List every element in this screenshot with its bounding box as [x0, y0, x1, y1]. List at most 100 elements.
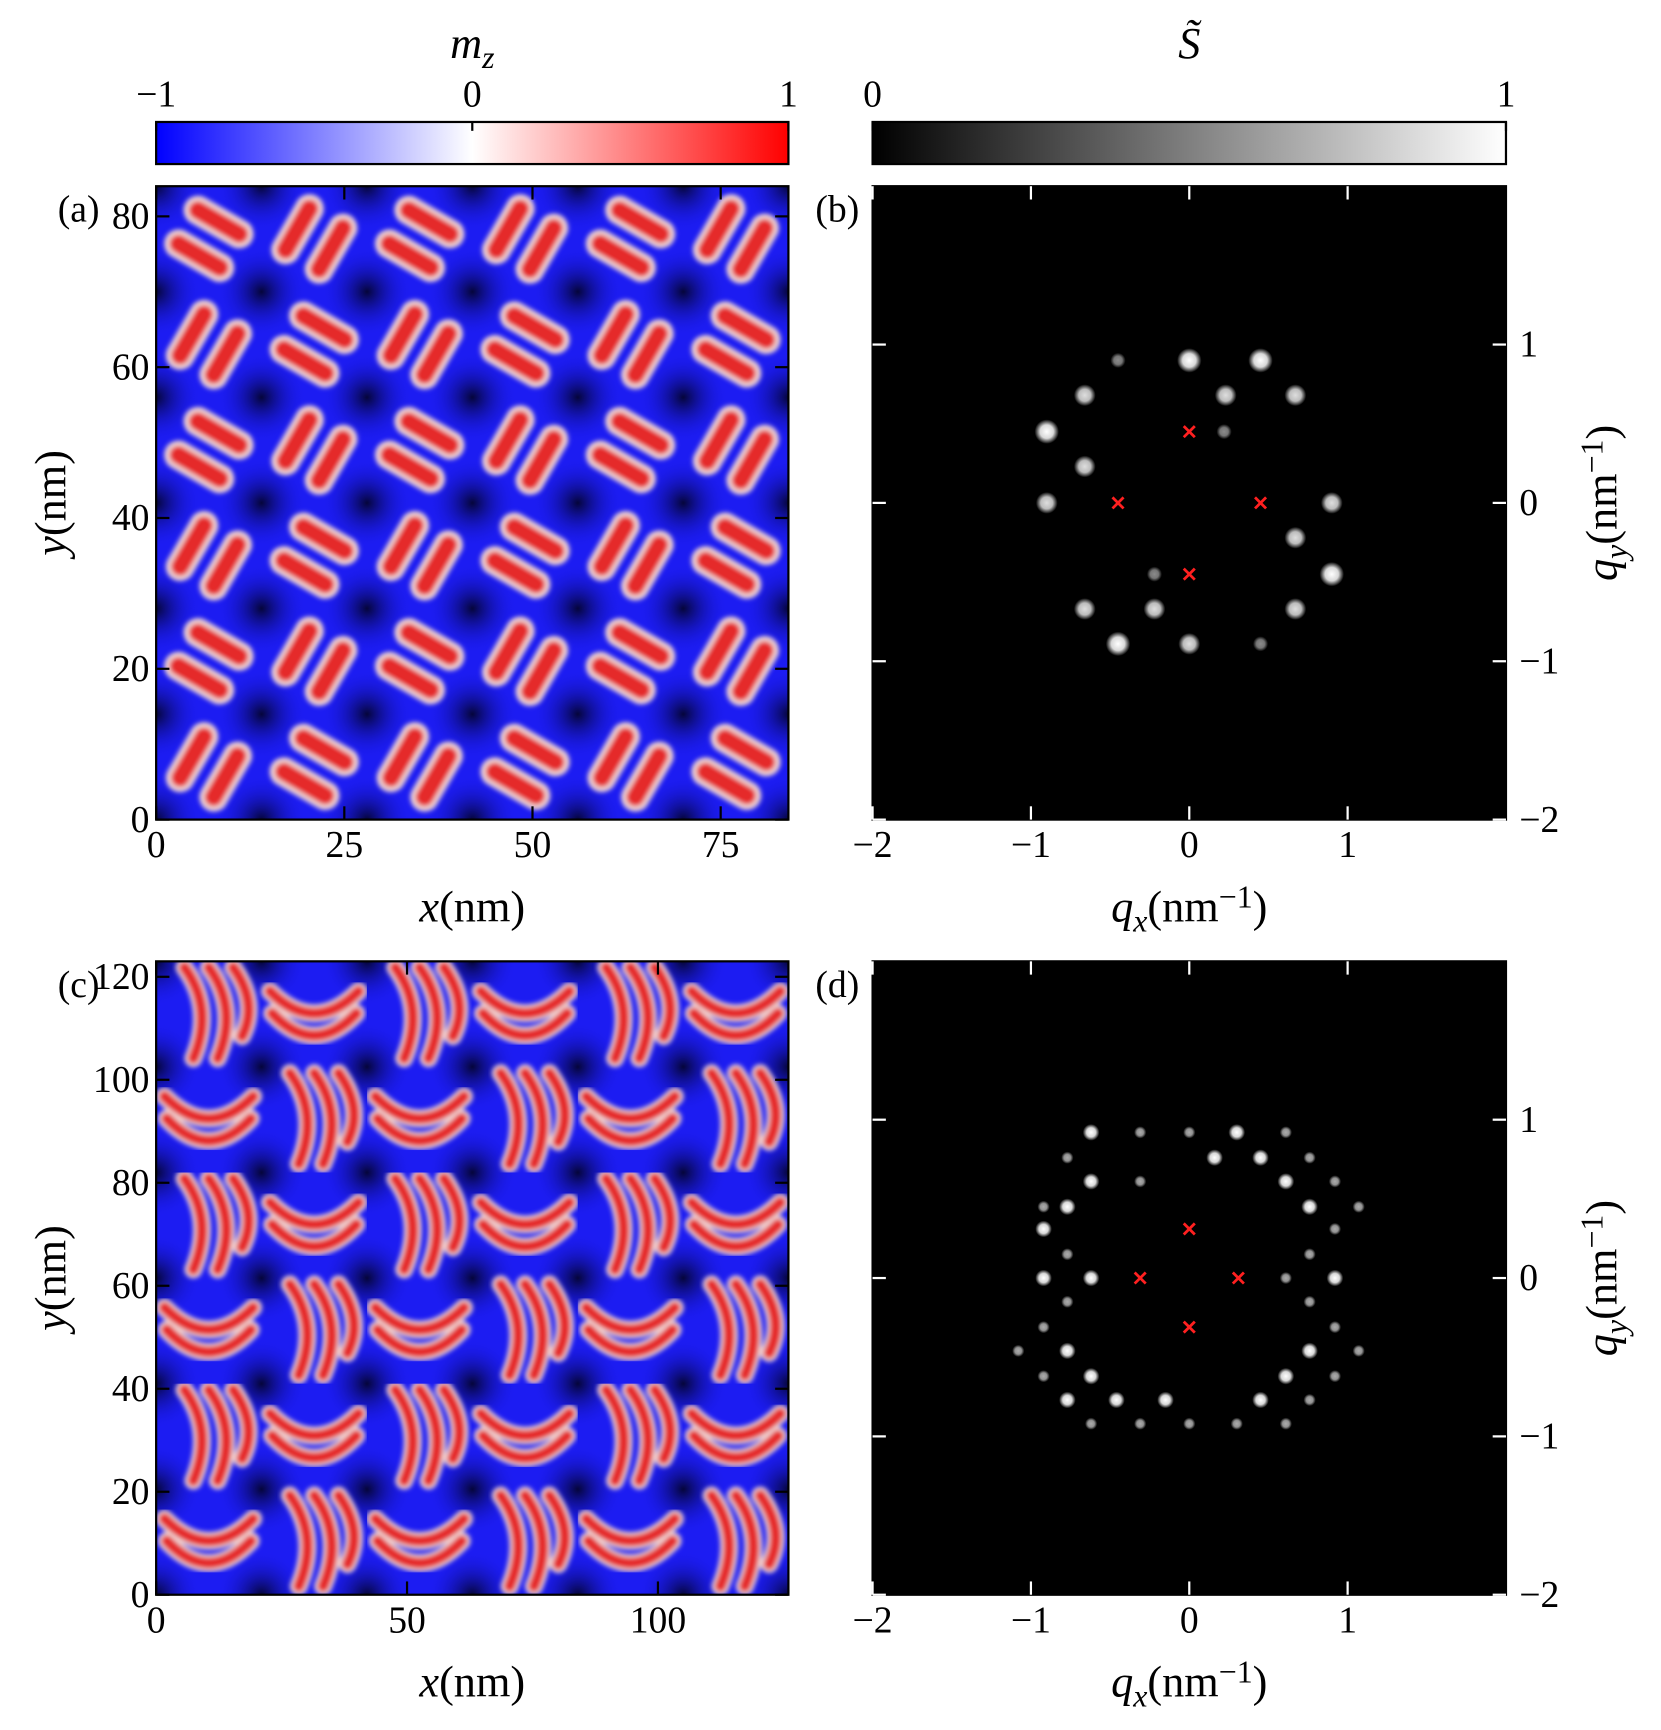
peak	[1157, 1391, 1174, 1409]
peak	[1328, 1370, 1342, 1383]
x-tick-label: 75	[702, 824, 740, 866]
peak	[1279, 1417, 1292, 1430]
y-tick-label: 20	[112, 1471, 150, 1513]
colorbar	[871, 120, 1508, 166]
x-tick-label: 50	[388, 1599, 426, 1641]
label-part: x	[418, 882, 439, 931]
peak	[1228, 1124, 1246, 1141]
peak	[1303, 1248, 1316, 1261]
spectrum-background	[872, 961, 1506, 1595]
label-part: z	[481, 39, 494, 74]
peak	[1284, 526, 1307, 549]
colorbar-tick-label: 1	[1497, 73, 1516, 115]
x-tick-label: 50	[514, 824, 552, 866]
y-tick-label: 60	[112, 346, 150, 388]
peak	[1134, 1175, 1147, 1188]
magnetization-texture	[156, 186, 789, 820]
axis-label: qy(nm−1)	[1574, 425, 1633, 581]
label-part: (nm	[1147, 882, 1218, 931]
label-part: )	[1578, 425, 1627, 440]
x-tick-label: 0	[1180, 1599, 1199, 1641]
y-tick-label: 40	[112, 1368, 150, 1410]
y-tick-label: 80	[112, 196, 150, 238]
peak	[1134, 1417, 1147, 1430]
peak	[1105, 631, 1131, 657]
cross-marker	[1182, 1222, 1196, 1236]
peak	[1082, 1173, 1100, 1190]
peak	[1214, 384, 1237, 407]
axis-label: qx(nm−1)	[1111, 1654, 1267, 1713]
x-tick-label: −2	[853, 824, 893, 866]
x-tick-label: 1	[1338, 824, 1357, 866]
label-part: (nm)	[26, 1225, 75, 1311]
peak	[1279, 1271, 1292, 1285]
axis-label: qx(nm−1)	[1111, 879, 1267, 938]
label-part: y	[26, 1311, 75, 1335]
x-tick-label: 25	[326, 824, 364, 866]
peak	[1253, 636, 1269, 652]
label-part: q	[1111, 882, 1133, 931]
colorbar-tick-label: 1	[779, 73, 798, 115]
peak	[1206, 1149, 1223, 1166]
colorbar-tick-label: −1	[136, 73, 176, 115]
peak	[1326, 1269, 1344, 1287]
peak	[1216, 424, 1232, 440]
label-part: (nm)	[439, 1658, 525, 1707]
cross-marker	[1254, 496, 1268, 510]
label-part: x	[1132, 1678, 1147, 1713]
y-tick-label: 0	[1519, 1257, 1538, 1299]
magnetization-texture	[156, 961, 789, 1595]
peak	[1012, 1344, 1025, 1357]
axis-label: qy(nm−1)	[1574, 1200, 1633, 1356]
peak	[1061, 1295, 1074, 1308]
x-tick-label: −2	[853, 1599, 893, 1641]
peak	[1034, 419, 1059, 444]
peak	[1303, 1393, 1316, 1407]
axis-label: x(nm)	[418, 1658, 525, 1707]
label-part: y	[1598, 1319, 1633, 1337]
x-tick-label: 0	[1180, 824, 1199, 866]
label-part: x	[1132, 903, 1147, 938]
label-part: S̃	[1178, 19, 1202, 68]
label-part: q	[1578, 1334, 1627, 1356]
label-part: −1	[1574, 1215, 1609, 1249]
plot-frame	[155, 185, 790, 821]
x-tick-label: 1	[1338, 1599, 1357, 1641]
peak	[1328, 1175, 1342, 1188]
y-tick-label: 0	[131, 1574, 150, 1616]
peak	[1037, 1321, 1050, 1334]
peak	[1320, 492, 1343, 514]
label-part: (nm)	[439, 882, 525, 931]
y-tick-label: 0	[1519, 482, 1538, 524]
label-part: m	[450, 19, 482, 68]
y-tick-label: 80	[112, 1162, 150, 1204]
peak	[1328, 1222, 1342, 1236]
peak	[1073, 455, 1096, 478]
panel-label: (c)	[58, 964, 100, 1006]
y-tick-label: 120	[93, 956, 149, 998]
y-tick-label: 1	[1519, 324, 1538, 366]
panel-label: (d)	[815, 964, 859, 1006]
peak	[1035, 1220, 1052, 1238]
peak	[1035, 1269, 1052, 1287]
peak	[1183, 1126, 1196, 1139]
y-tick-label: 40	[112, 497, 150, 539]
peak	[1352, 1344, 1365, 1357]
peak	[1073, 598, 1096, 620]
y-tick-label: 100	[93, 1059, 149, 1101]
peak	[1085, 1417, 1098, 1430]
label-part: y	[26, 536, 75, 560]
x-tick-label: 0	[147, 1599, 166, 1641]
axis-label: y(nm)	[26, 450, 75, 560]
peak	[1082, 1269, 1100, 1287]
peak	[1108, 1391, 1125, 1409]
peak	[1301, 1342, 1318, 1360]
cross-marker	[1231, 1271, 1245, 1285]
peak	[1183, 1417, 1196, 1430]
peak	[1143, 598, 1166, 620]
axis-label: mz	[450, 19, 494, 75]
panel-label: (b)	[815, 189, 859, 231]
peak	[1059, 1391, 1076, 1409]
y-tick-label: −1	[1519, 1416, 1559, 1458]
